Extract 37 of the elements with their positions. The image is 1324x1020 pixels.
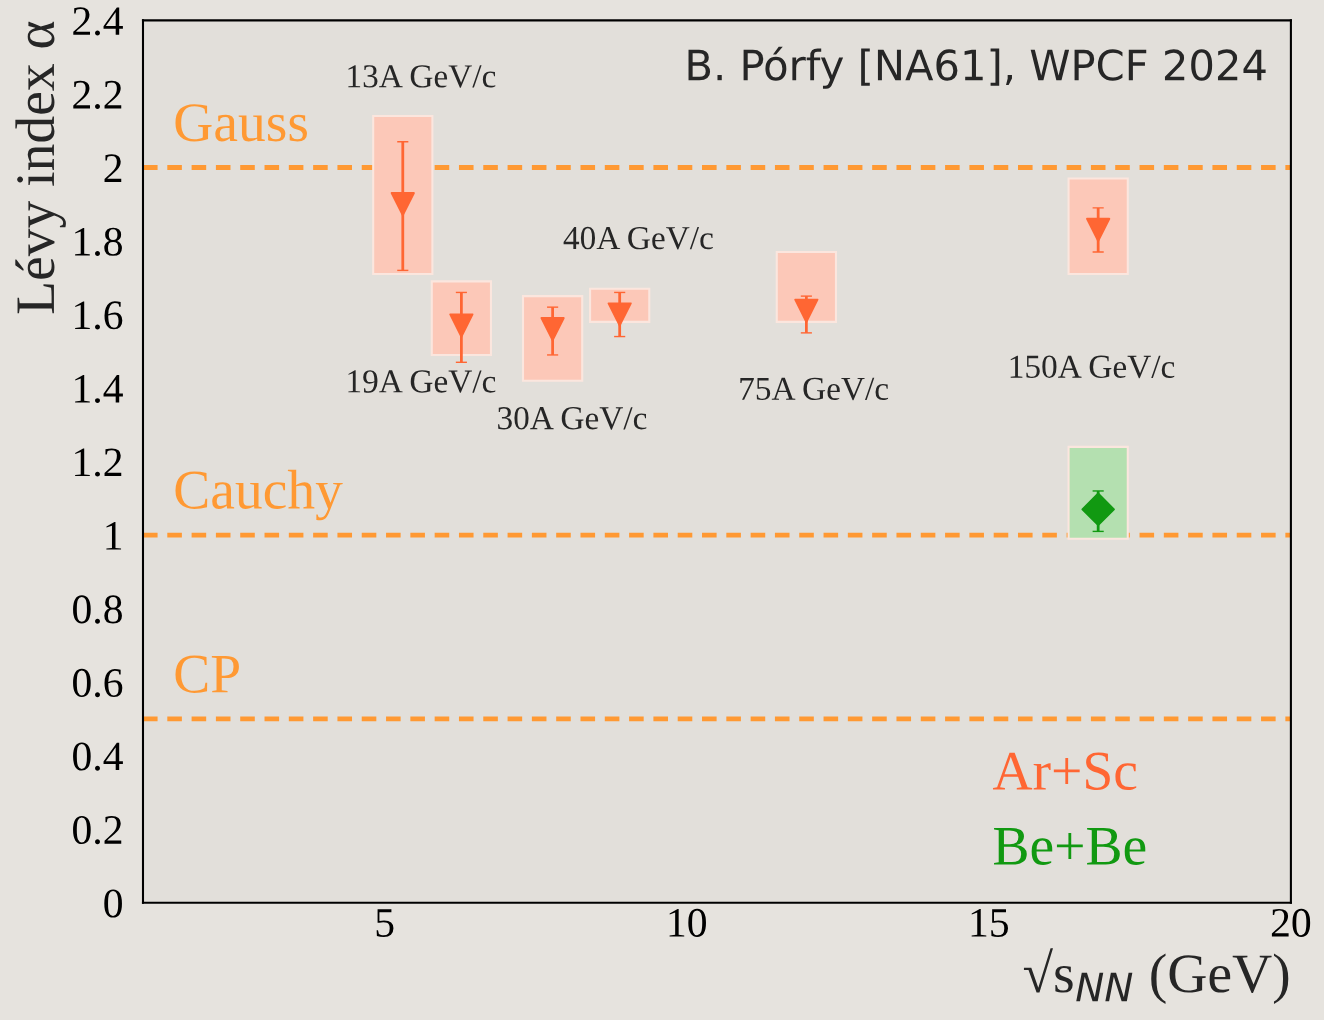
y-axis-title: Lévy index α <box>15 21 66 314</box>
annotation: 19A GeV/c <box>348 370 496 393</box>
text: Ar+Sc <box>992 752 1137 790</box>
y-tick-label: 2.2 <box>73 80 122 109</box>
annotation: 30A GeV/c <box>498 406 647 430</box>
y-tick-label: 0.4 <box>73 742 123 771</box>
annotation: 13A GeV/c <box>348 65 496 88</box>
x-tick-label: 10 <box>669 908 706 937</box>
y-tick-label: 0.6 <box>73 668 123 698</box>
y-tick-label: 1.4 <box>75 374 123 404</box>
x-tick-label: 20 <box>1271 908 1311 937</box>
x-tick-label: 5 <box>376 909 394 937</box>
y-tick-label: 2.4 <box>73 7 123 36</box>
ref-line-label: CP <box>175 655 239 693</box>
y-tick-label: 0.2 <box>73 815 122 845</box>
text: B. Pórfy [NA61], WPCF 2024 <box>688 46 1266 89</box>
y-tick-label: 1.2 <box>75 448 122 477</box>
y-tick-label: 1.6 <box>75 301 123 330</box>
point <box>794 298 819 323</box>
bar <box>1067 177 1129 276</box>
x-tick-label: 15 <box>971 908 1009 937</box>
x-axis-title: √s$_{NN}$ (GeV) <box>1023 948 1289 1004</box>
y-tick-label: 1.8 <box>75 227 122 257</box>
annotation: 75A GeV/c <box>740 377 889 401</box>
ref-line-label: Cauchy <box>175 469 343 521</box>
annotation: 40A GeV/c <box>563 226 713 250</box>
text: Be+Be <box>994 828 1146 865</box>
ref-line-label: Gauss <box>175 104 307 142</box>
y-tick-label: 2 <box>104 154 122 182</box>
bar <box>775 250 838 323</box>
y-tick-label: 1 <box>106 522 122 550</box>
y-tick-label: 0.8 <box>73 595 122 624</box>
y-tick-label: 0 <box>104 889 122 918</box>
annotation: 150A GeV/c <box>1010 355 1175 379</box>
bar <box>521 295 584 382</box>
point <box>390 192 415 217</box>
bar <box>372 114 434 276</box>
